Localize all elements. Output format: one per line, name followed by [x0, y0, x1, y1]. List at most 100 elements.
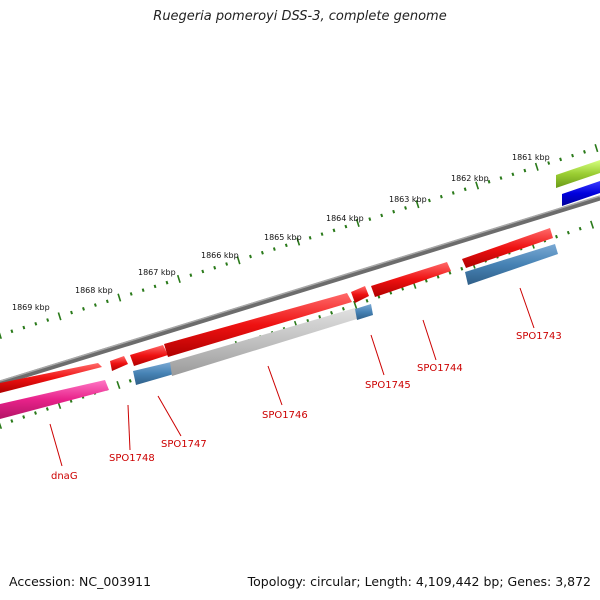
- outer-scale-minor-tick: [308, 236, 312, 240]
- inner-scale-minor-tick: [365, 298, 369, 303]
- outer-scale-minor-tick: [260, 250, 264, 255]
- genome-backbone-highlight: [0, 195, 600, 382]
- outer-scale-minor-tick: [404, 206, 407, 210]
- inner-scale-minor-tick: [448, 270, 452, 275]
- outer-scale-major-tick: [415, 200, 420, 209]
- gene-label-SPO1746: SPO1746: [262, 410, 308, 421]
- outer-scale-minor-tick: [392, 209, 396, 214]
- gene-label-SPO1744: SPO1744: [417, 363, 463, 374]
- genome-summary-text: Topology: circular; Length: 4,109,442 bp…: [247, 574, 591, 589]
- outer-scale-minor-tick: [189, 273, 193, 277]
- outer-scale-major-tick: [176, 274, 181, 284]
- forward-gene-SPO1743[interactable]: [462, 228, 553, 268]
- outer-scale-minor-tick: [451, 191, 455, 195]
- gray-feature[interactable]: [170, 308, 357, 376]
- outer-scale-major-tick: [296, 237, 301, 246]
- reverse-gene-SPO1747[interactable]: [133, 362, 174, 385]
- outer-scale-minor-tick: [105, 299, 109, 304]
- kbp-label-1862: 1862 kbp: [451, 174, 489, 183]
- outer-scale-minor-tick: [225, 262, 229, 266]
- outer-scale-minor-tick: [559, 157, 563, 162]
- outer-scale-minor-tick: [70, 310, 73, 315]
- kbp-label-1864: 1864 kbp: [326, 214, 364, 223]
- outer-scale-minor-tick: [129, 292, 133, 296]
- lime-feature[interactable]: [556, 160, 600, 188]
- inner-scale-minor-tick: [389, 290, 393, 295]
- accession-text: Accession: NC_003911: [9, 574, 152, 589]
- reverse-gene-SPO1743[interactable]: [465, 244, 558, 285]
- leader-line-SPO1745: [370, 334, 385, 376]
- gene-label-dnaG: dnaG: [51, 471, 78, 482]
- forward-gene-SPO1746[interactable]: [164, 293, 352, 357]
- kbp-label-1861: 1861 kbp: [512, 153, 550, 162]
- gene-label-SPO1745: SPO1745: [365, 380, 411, 391]
- outer-scale-major-tick: [57, 312, 62, 321]
- outer-scale-minor-tick: [320, 232, 324, 236]
- leader-line-SPO1748: [127, 404, 131, 451]
- inner-scale-minor-tick: [436, 274, 440, 279]
- gene-label-SPO1748: SPO1748: [109, 453, 155, 464]
- inner-scale-minor-tick: [578, 226, 582, 231]
- inner-scale-minor-tick: [22, 415, 26, 419]
- outer-scale-minor-tick: [213, 265, 217, 270]
- outer-scale-major-tick: [117, 293, 122, 302]
- outer-scale-minor-tick: [583, 149, 586, 154]
- outer-scale-minor-tick: [284, 243, 288, 248]
- outer-scale-minor-tick: [523, 168, 527, 173]
- outer-scale-major-tick: [594, 144, 599, 153]
- inner-scale-minor-tick: [424, 278, 428, 283]
- inner-scale-minor-tick: [34, 411, 37, 415]
- outer-scale-minor-tick: [547, 161, 551, 165]
- inner-scale-minor-tick: [318, 314, 322, 319]
- gene-label-SPO1747: SPO1747: [161, 439, 207, 450]
- inner-scale-minor-tick: [10, 419, 14, 423]
- outer-scale-major-tick: [236, 256, 241, 265]
- outer-scale-minor-tick: [427, 198, 431, 203]
- outer-scale-minor-tick: [201, 269, 205, 274]
- leader-line-SPO1743: [519, 287, 535, 329]
- outer-scale-major-tick: [355, 218, 360, 227]
- kbp-label-1868: 1868 kbp: [75, 286, 113, 295]
- outer-scale-minor-tick: [153, 284, 157, 289]
- leader-line-dnaG: [49, 423, 63, 467]
- outer-scale-minor-tick: [46, 318, 50, 322]
- gene-label-SPO1743: SPO1743: [516, 331, 562, 342]
- kbp-label-1869: 1869 kbp: [12, 303, 50, 312]
- forward-gene-SPO1745[interactable]: [351, 286, 369, 303]
- outer-scale-major-tick: [0, 332, 2, 340]
- outer-scale-minor-tick: [439, 194, 443, 199]
- outer-scale-minor-tick: [10, 329, 14, 334]
- inner-scale-minor-tick: [377, 294, 381, 299]
- inner-scale-minor-tick: [555, 234, 558, 239]
- outer-scale-ticks: [0, 144, 599, 340]
- forward-gene-dnaG[interactable]: [0, 363, 102, 393]
- magenta-feature[interactable]: [0, 380, 109, 419]
- outer-scale-minor-tick: [571, 153, 574, 158]
- inner-scale-major-tick: [590, 220, 595, 229]
- kbp-label-1863: 1863 kbp: [389, 195, 427, 204]
- forward-gene-SPO1744[interactable]: [371, 262, 451, 297]
- outer-scale-major-tick: [475, 181, 480, 190]
- outer-scale-minor-tick: [82, 306, 85, 311]
- outer-scale-minor-tick: [368, 217, 372, 222]
- inner-scale-major-tick: [116, 380, 121, 389]
- kbp-label-1865: 1865 kbp: [264, 233, 302, 242]
- leader-line-SPO1747: [157, 395, 182, 437]
- outer-scale-minor-tick: [141, 288, 145, 292]
- outer-scale-minor-tick: [22, 325, 26, 330]
- map-title: Ruegeria pomeroyi DSS-3, complete genome: [153, 9, 447, 24]
- blue-feature[interactable]: [562, 181, 600, 206]
- inner-scale-major-tick: [353, 300, 358, 309]
- forward-gene-SPO1748[interactable]: [110, 356, 128, 371]
- outer-scale-major-tick: [534, 162, 539, 171]
- leader-line-SPO1744: [422, 319, 437, 361]
- inner-scale-minor-tick: [566, 230, 570, 235]
- outer-scale-minor-tick: [332, 228, 336, 233]
- outer-scale-minor-tick: [165, 280, 169, 285]
- outer-scale-minor-tick: [249, 254, 252, 259]
- outer-scale-minor-tick: [511, 172, 515, 177]
- inner-scale-minor-tick: [330, 310, 334, 315]
- forward-gene-SPO1747[interactable]: [130, 345, 168, 366]
- reverse-gene-SPO1745[interactable]: [355, 304, 373, 320]
